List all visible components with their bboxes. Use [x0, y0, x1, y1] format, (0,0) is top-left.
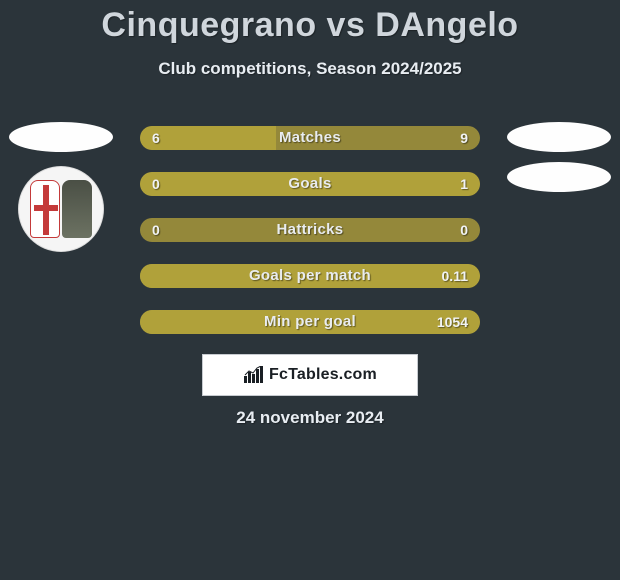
crest-tower-right [62, 180, 92, 238]
stat-value-right: 1054 [425, 310, 480, 334]
player-left-logos [6, 122, 116, 252]
stat-value-right: 1 [448, 172, 480, 196]
bar-chart-icon [243, 366, 265, 384]
stat-row: Goals per match0.11 [140, 264, 480, 288]
stat-value-left: 0 [140, 172, 172, 196]
brand-text: FcTables.com [269, 366, 377, 384]
page-title: Cinquegrano vs DAngelo [0, 0, 620, 45]
stat-value-right: 0 [448, 218, 480, 242]
stat-label: Matches [140, 126, 480, 150]
stat-row: Hattricks0 0 [140, 218, 480, 242]
stat-label: Goals [140, 172, 480, 196]
league-badge-placeholder [507, 122, 611, 152]
stats-panel: Matches69Goals01Hattricks00Goals per mat… [140, 126, 480, 334]
page-subtitle: Club competitions, Season 2024/2025 [0, 59, 620, 79]
stat-value-right: 9 [448, 126, 480, 150]
stat-row: Min per goal1054 [140, 310, 480, 334]
snapshot-date: 24 november 2024 [0, 408, 620, 428]
brand-footer[interactable]: FcTables.com [202, 354, 418, 396]
club-crest-left [18, 166, 104, 252]
stat-value-left: 6 [140, 126, 172, 150]
stat-row: Goals0 1 [140, 172, 480, 196]
club-badge-placeholder [507, 162, 611, 192]
stat-value-right: 0.11 [430, 264, 480, 288]
league-badge-placeholder [9, 122, 113, 152]
stat-value-left: 0 [140, 218, 172, 242]
comparison-card: Cinquegrano vs DAngelo Club competitions… [0, 0, 620, 79]
stat-label: Hattricks [140, 218, 480, 242]
player-right-logos [504, 122, 614, 192]
crest-shield-left [30, 180, 60, 238]
stat-row: Matches6 9 [140, 126, 480, 150]
